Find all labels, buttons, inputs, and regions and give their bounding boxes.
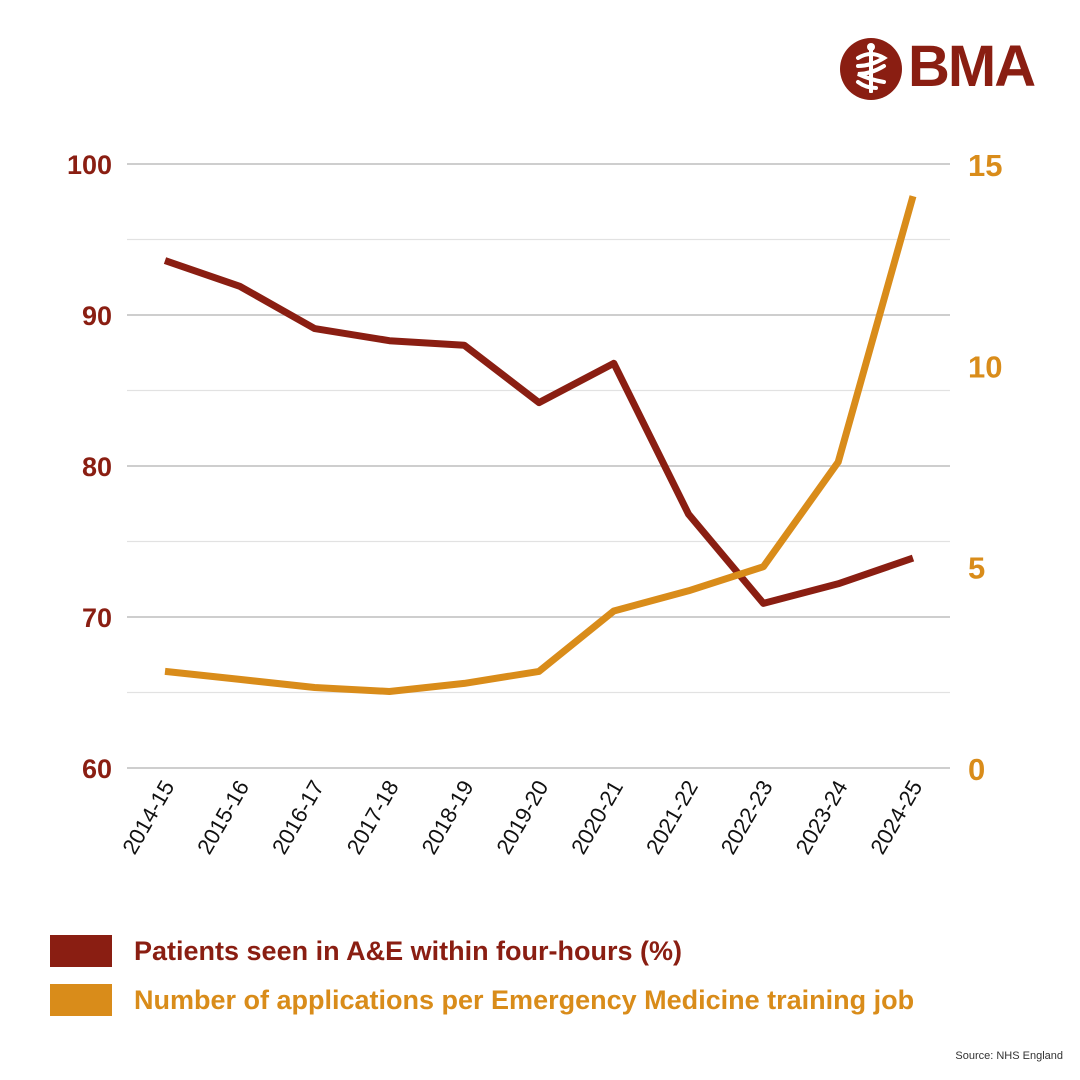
right-axis-tick-labels: 0 5 10 15 (968, 148, 1002, 787)
x-axis-tick-label: 2023-24 (791, 776, 853, 858)
brand-name: BMA (908, 34, 1036, 99)
legend-swatch-applications (50, 984, 112, 1016)
legend-swatch-patients-seen (50, 935, 112, 967)
left-axis-tick-label: 70 (82, 603, 112, 633)
x-axis-tick-label: 2018-19 (417, 776, 479, 858)
legend-item-patients-seen: Patients seen in A&E within four-hours (… (50, 934, 682, 968)
series-line-patients-seen (163, 257, 915, 607)
legend-item-applications: Number of applications per Emergency Med… (50, 983, 914, 1017)
legend-label-patients-seen: Patients seen in A&E within four-hours (… (134, 935, 683, 966)
x-axis-tick-labels: 2014-15 2015-16 2016-17 2017-18 2018-19 2019-… (117, 776, 927, 858)
grid-lines (127, 163, 950, 769)
line-chart: 60 70 80 90 100 0 5 10 15 2014-15 2015-16 2016-17… (67, 148, 1003, 858)
x-axis-tick-label: 2021-22 (641, 776, 703, 858)
x-axis-tick-label: 2022-23 (716, 776, 778, 858)
right-axis-tick-label: 0 (968, 752, 985, 787)
left-axis-tick-labels: 60 70 80 90 100 (67, 150, 112, 784)
left-axis-tick-label: 90 (82, 301, 112, 331)
right-axis-tick-label: 15 (968, 148, 1002, 183)
x-axis-tick-label: 2024-25 (865, 776, 927, 858)
x-axis-tick-label: 2019-20 (491, 776, 553, 858)
source-note: Source: NHS England (955, 1050, 1063, 1062)
x-axis-tick-label: 2015-16 (192, 776, 254, 858)
series-lines (163, 195, 917, 695)
x-axis-tick-label: 2020-21 (566, 776, 628, 858)
legend-label-applications: Number of applications per Emergency Med… (134, 984, 915, 1015)
x-axis-tick-label: 2016-17 (267, 776, 329, 858)
left-axis-tick-label: 60 (82, 754, 112, 784)
left-axis-tick-label: 100 (67, 150, 112, 180)
left-axis-tick-label: 80 (82, 452, 112, 482)
right-axis-tick-label: 10 (968, 349, 1002, 384)
x-axis-tick-label: 2014-15 (117, 776, 179, 858)
x-axis-tick-label: 2017-18 (342, 776, 404, 858)
caduceus-icon (840, 38, 902, 100)
series-line-applications (164, 195, 917, 695)
bma-logo: BMA (838, 34, 1048, 102)
right-axis-tick-label: 5 (968, 551, 985, 586)
